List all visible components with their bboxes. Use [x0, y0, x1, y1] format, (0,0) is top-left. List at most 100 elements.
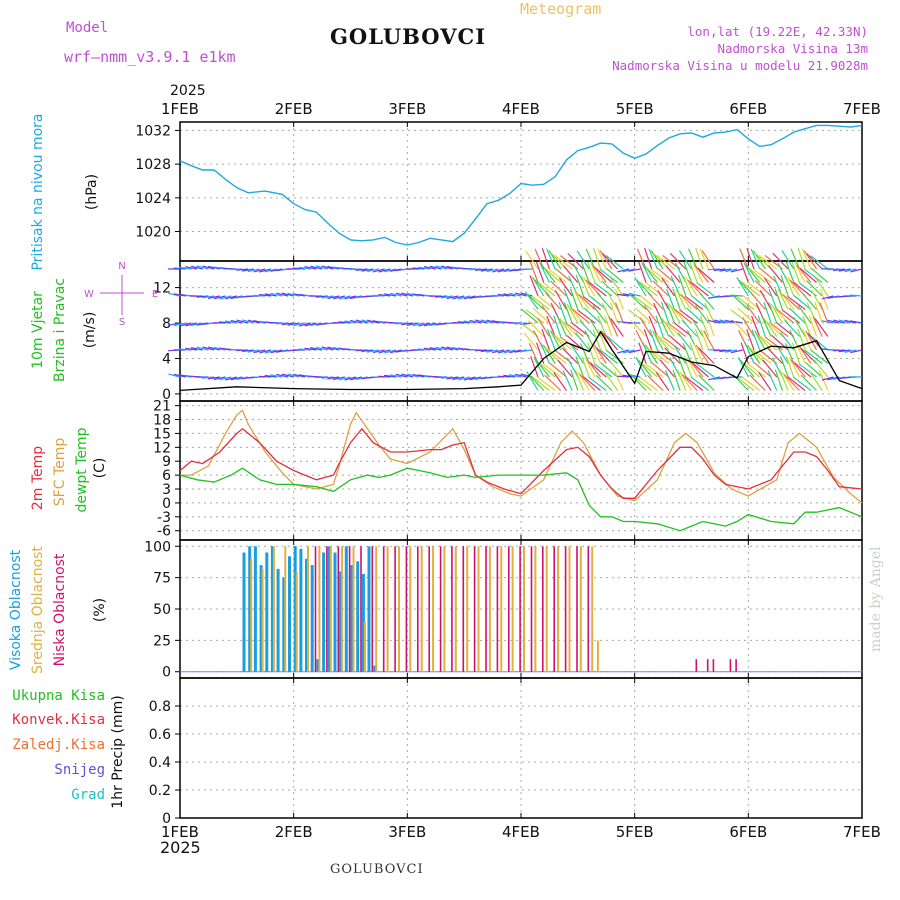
wind-barb [366, 349, 380, 353]
wind-barb [708, 376, 721, 381]
wind-barb [606, 267, 624, 283]
wind-barbs [167, 248, 863, 391]
wind-barb [196, 265, 209, 270]
wind-barb [190, 322, 203, 327]
wind-barb [503, 374, 516, 378]
wind-barb [514, 292, 527, 297]
wind-barb [361, 319, 374, 324]
wind-barb [763, 302, 772, 324]
wind-barb [281, 322, 294, 326]
wind-barb [622, 268, 635, 273]
wind-barb [696, 282, 715, 297]
wind-barb [355, 268, 368, 271]
wind-barb [844, 319, 857, 324]
wind-barb [699, 292, 715, 310]
wind-barb [446, 295, 459, 300]
cloud-bar [519, 546, 521, 672]
y-tick-label: 1028 [135, 157, 171, 173]
wind-barb [207, 376, 220, 380]
wind-barb [812, 316, 823, 337]
wind-barb [617, 268, 630, 273]
wind-barb [793, 317, 806, 337]
wind-barb [628, 374, 641, 378]
wind-barb [561, 347, 579, 364]
wind-barb [361, 268, 374, 272]
cloud-bar [250, 558, 253, 672]
wind-barb [763, 277, 778, 297]
wind-barb [535, 261, 545, 283]
wind-barb [587, 342, 596, 364]
year-top: 2025 [170, 83, 206, 99]
wind-barb [571, 308, 590, 324]
wind-barb [791, 342, 801, 364]
wind-barb [344, 295, 357, 300]
wind-barb [767, 370, 778, 391]
compass-e: E [152, 289, 158, 300]
wind-barb [785, 261, 795, 283]
wind-barb [731, 294, 749, 310]
wind-barb [576, 309, 596, 324]
wind-barb [648, 315, 658, 337]
wind-barb [491, 294, 504, 297]
wind-barb [213, 295, 226, 300]
cloud-bar [405, 546, 408, 672]
cloud-bar [322, 552, 326, 672]
wind-barb [315, 346, 328, 351]
wind-barb [804, 268, 823, 283]
wind-barb [648, 248, 658, 270]
x-tick-label-top: 1FEB [161, 100, 199, 118]
wind-barb [639, 281, 658, 297]
legend-grad: Grad [71, 787, 105, 803]
wind-barb [605, 255, 624, 270]
wind-barb [752, 250, 766, 270]
wind-barb [736, 295, 755, 310]
wind-barb [695, 344, 710, 364]
wind-barb [542, 363, 562, 378]
wind-barb [673, 344, 687, 364]
wind-barb [575, 291, 590, 310]
wind-barb [681, 319, 698, 337]
wind-barb [821, 376, 834, 381]
wind-barb [790, 359, 806, 378]
wind-barb [657, 290, 670, 310]
cloud-bar [352, 546, 355, 672]
wind-barb [537, 317, 550, 337]
wind-barb [480, 268, 493, 272]
wind-barb [264, 374, 277, 378]
wind-barb [640, 362, 658, 378]
wind-barb [270, 349, 283, 354]
wind-barb [546, 248, 556, 270]
wind-barb [780, 291, 795, 310]
wind-barb [827, 268, 840, 271]
wind-barb [440, 265, 453, 270]
wind-barb [570, 369, 579, 391]
wind-barb [395, 292, 408, 297]
wind-barb [703, 330, 715, 351]
wind-barb [173, 373, 186, 378]
wind-barb [196, 295, 209, 298]
wind-barb [276, 292, 289, 297]
wind-barb [662, 336, 681, 351]
cloud-bar [417, 546, 419, 672]
wind-barb [805, 330, 818, 351]
wind-barb [423, 347, 436, 351]
cloud-bar [344, 546, 348, 672]
wind-barb [730, 268, 743, 273]
wind-barb [543, 267, 562, 283]
wind-barb [578, 294, 596, 310]
wind-barb [287, 292, 300, 297]
wind-barb [706, 315, 715, 337]
wind-barb [338, 295, 351, 300]
wind-barb [185, 266, 198, 270]
x-tick-label-top: 3FEB [388, 100, 426, 118]
wind-barb [762, 359, 778, 378]
wind-barb [219, 295, 232, 300]
wind-barb [719, 319, 732, 324]
y-tick-label: 12 [153, 440, 171, 456]
footer-station: GOLUBOVCI [330, 862, 424, 877]
wind-barb [677, 332, 692, 351]
wind-barb [520, 268, 533, 271]
y-tick-label: 12 [153, 281, 171, 297]
y-tick-label: 0.6 [149, 727, 171, 743]
wind-barb [749, 347, 766, 364]
